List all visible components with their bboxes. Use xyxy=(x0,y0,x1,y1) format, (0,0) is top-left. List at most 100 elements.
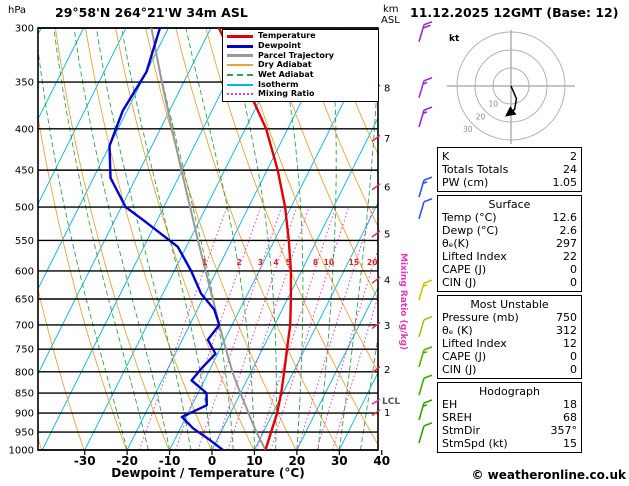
table-title: Most Unstable xyxy=(470,298,549,311)
svg-text:500: 500 xyxy=(15,203,34,214)
svg-text:300: 300 xyxy=(15,24,34,35)
svg-text:20: 20 xyxy=(476,112,486,121)
legend-line-sample xyxy=(227,44,253,48)
svg-text:km: km xyxy=(383,4,399,15)
legend-item: Mixing Ratio xyxy=(227,90,374,99)
table-title: Surface xyxy=(488,198,531,211)
svg-text:20: 20 xyxy=(289,454,306,468)
stat-label: θₑ (K) xyxy=(442,324,473,337)
svg-text:-20: -20 xyxy=(116,454,138,468)
stat-label: CAPE (J) xyxy=(442,350,487,363)
stat-label: CIN (J) xyxy=(442,363,477,376)
svg-text:15: 15 xyxy=(349,258,359,267)
svg-text:10: 10 xyxy=(488,100,498,109)
stat-value: 357° xyxy=(550,424,578,437)
stat-value: 0 xyxy=(570,263,577,276)
stat-row: StmSpd (kt) 15 xyxy=(442,437,577,450)
stat-label: Lifted Index xyxy=(442,337,507,350)
stats-panel: K 2 Totals Totals 24 PW (cm) 1.05 Surface Temp… xyxy=(437,147,582,453)
stat-label: Dewp (°C) xyxy=(442,224,499,237)
legend-label: Dry Adiabat xyxy=(258,60,312,70)
stat-label: EH xyxy=(442,398,458,411)
svg-text:800: 800 xyxy=(15,367,34,378)
legend-item: Parcel Trajectory xyxy=(227,51,374,60)
stat-value: 12 xyxy=(563,337,577,350)
stat-label: θₑ(K) xyxy=(442,237,470,250)
stat-value: 24 xyxy=(563,163,577,176)
stat-row: θₑ (K) 312 xyxy=(442,324,577,337)
svg-text:750: 750 xyxy=(15,345,34,356)
legend-label: Wet Adiabat xyxy=(258,70,314,80)
svg-text:450: 450 xyxy=(15,166,34,177)
stat-value: 2.6 xyxy=(559,224,578,237)
svg-text:30: 30 xyxy=(331,454,348,468)
stat-row: Temp (°C) 12.6 xyxy=(442,211,577,224)
svg-text:8: 8 xyxy=(313,258,318,267)
svg-text:4: 4 xyxy=(273,258,278,267)
svg-text:10: 10 xyxy=(246,454,263,468)
svg-text:400: 400 xyxy=(15,124,34,135)
stat-value: 68 xyxy=(563,411,577,424)
stat-value: 0 xyxy=(570,276,577,289)
svg-text:hPa: hPa xyxy=(8,5,26,16)
stat-row: PW (cm) 1.05 xyxy=(442,176,577,189)
legend-label: Mixing Ratio xyxy=(258,89,315,99)
stat-label: Temp (°C) xyxy=(442,211,497,224)
stat-value: 18 xyxy=(563,398,577,411)
legend-line-sample xyxy=(227,93,253,96)
legend-item: Isotherm xyxy=(227,80,374,89)
axis-labels: 1 2 3 4 5 8 10 15 203003504004505005506006507007… xyxy=(8,4,408,468)
svg-text:LCL: LCL xyxy=(382,397,400,407)
svg-text:4: 4 xyxy=(384,276,390,287)
stat-row: CAPE (J) 0 xyxy=(442,263,577,276)
stat-row: CAPE (J) 0 xyxy=(442,350,577,363)
stat-value: 2 xyxy=(570,150,577,163)
svg-text:650: 650 xyxy=(15,295,34,306)
svg-text:20: 20 xyxy=(367,258,377,267)
stat-label: Totals Totals xyxy=(442,163,509,176)
wind-barbs xyxy=(418,20,433,444)
station-title: 29°58'N 264°21'W 34m ASL xyxy=(55,5,248,20)
stat-label: Lifted Index xyxy=(442,250,507,263)
indices-table: K 2 Totals Totals 24 PW (cm) 1.05 xyxy=(437,147,582,192)
stat-label: CIN (J) xyxy=(442,276,477,289)
stat-value: 312 xyxy=(556,324,577,337)
stat-row: θₑ(K) 297 xyxy=(442,237,577,250)
svg-text:550: 550 xyxy=(15,236,34,247)
svg-text:-10: -10 xyxy=(159,454,181,468)
stat-value: 12.6 xyxy=(552,211,578,224)
stat-label: PW (cm) xyxy=(442,176,489,189)
stat-value: 750 xyxy=(556,311,577,324)
svg-text:10: 10 xyxy=(324,258,334,267)
svg-text:ASL: ASL xyxy=(381,15,400,26)
stat-label: CAPE (J) xyxy=(442,263,487,276)
legend-label: Isotherm xyxy=(258,79,299,89)
table-title: Hodograph xyxy=(479,385,540,398)
legend-line-sample xyxy=(227,83,253,86)
most-unstable-table: Most Unstable Pressure (mb) 750 θₑ (K) 312 Li… xyxy=(437,295,582,379)
legend-item: Wet Adiabat xyxy=(227,71,374,80)
stat-row: Lifted Index 22 xyxy=(442,250,577,263)
svg-text:7: 7 xyxy=(384,134,390,145)
svg-text:5: 5 xyxy=(384,230,390,241)
datetime-title: 11.12.2025 12GMT (Base: 12) xyxy=(410,5,619,20)
stat-label: StmSpd (kt) xyxy=(442,437,508,450)
svg-text:8: 8 xyxy=(384,83,390,94)
svg-text:40: 40 xyxy=(373,454,390,468)
legend-line-sample xyxy=(227,34,253,38)
profile-lines xyxy=(108,28,293,450)
legend-item: Dewpoint xyxy=(227,42,374,51)
legend-line-sample xyxy=(227,64,253,67)
legend: Temperature Dewpoint Parcel Trajectory Dry … xyxy=(222,29,379,102)
legend-item: Dry Adiabat xyxy=(227,61,374,70)
surface-table: Surface Temp (°C) 12.6 Dewp (°C) 2.6 θₑ(K) 297… xyxy=(437,195,582,292)
svg-text:-30: -30 xyxy=(74,454,96,468)
stat-value: 0 xyxy=(570,363,577,376)
legend-item: Temperature xyxy=(227,32,374,41)
svg-text:900: 900 xyxy=(15,409,34,420)
x-axis-title: Dewpoint / Temperature (°C) xyxy=(111,466,305,480)
legend-label: Dewpoint xyxy=(258,41,301,51)
